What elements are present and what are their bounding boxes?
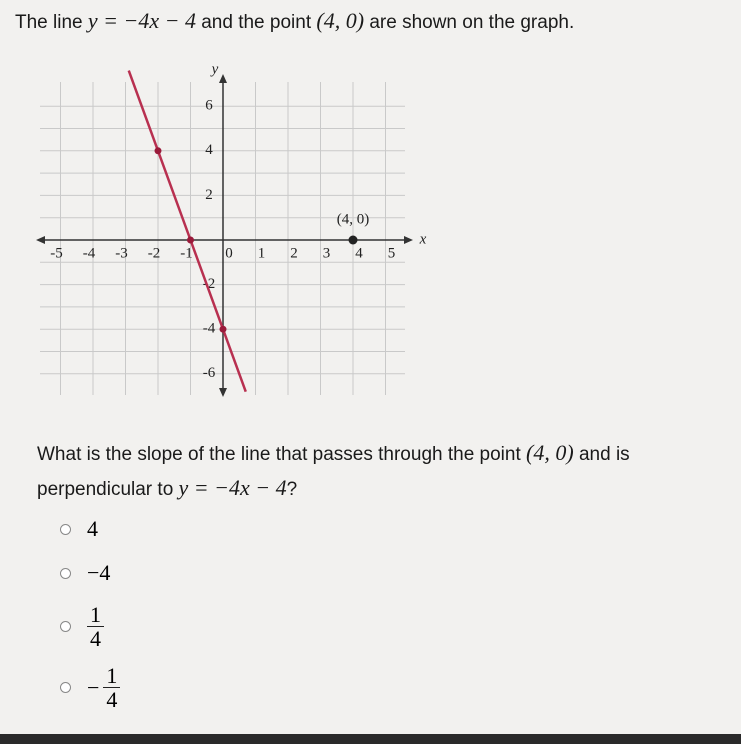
y-tick-label: 6 [205, 98, 213, 114]
point: (4, 0) [526, 440, 574, 465]
y-tick-label: 2 [205, 187, 213, 203]
x-axis-label: x [419, 231, 427, 247]
x-tick-label: 1 [258, 245, 266, 261]
x-tick-label: 4 [355, 245, 363, 261]
option[interactable]: −1 4 [60, 664, 121, 713]
x-tick-label: -1 [180, 245, 193, 261]
x-tick-label: 3 [323, 245, 331, 261]
line-point [154, 147, 162, 155]
line-extension [127, 70, 160, 152]
x-tick-label: -2 [148, 245, 161, 261]
bottom-bar [0, 734, 741, 744]
text: What is the slope of the line that passe… [37, 444, 527, 465]
sign: − [87, 674, 100, 700]
radio[interactable] [60, 682, 71, 694]
point-label: (4, 0) [337, 211, 370, 227]
radio[interactable] [60, 621, 71, 633]
option-text: −4 [87, 560, 111, 585]
text: are shown on the graph. [364, 12, 575, 33]
denominator: 4 [106, 687, 118, 713]
x-tick-label: -3 [115, 245, 128, 261]
point [348, 235, 358, 245]
numerator: 1 [87, 603, 104, 628]
equation: y = −4x − 4 [87, 8, 196, 33]
question: What is the slope of the line that passe… [37, 436, 727, 506]
point: (4, 0) [316, 8, 365, 33]
text: and the point [195, 12, 317, 33]
x-tick-label: 2 [290, 245, 298, 261]
x-tick-label: 5 [388, 245, 396, 261]
radio[interactable] [60, 523, 71, 535]
text: ? [286, 479, 298, 500]
option[interactable]: −4 [60, 560, 110, 586]
line-extension [221, 328, 247, 393]
text: and is perpendicular to [37, 444, 630, 500]
option-text: 4 [87, 516, 98, 541]
equation: y = −4x − 4 [178, 475, 287, 500]
intro: The line y = −4x − 4 and the point (4, 0… [15, 8, 574, 34]
y-tick-label: -4 [203, 321, 216, 337]
radio[interactable] [60, 567, 71, 579]
x-tick-label: 0 [225, 245, 233, 261]
y-tick-label: -6 [203, 365, 216, 381]
option-value: −1 4 [87, 664, 121, 713]
option[interactable]: 4 [60, 516, 98, 542]
line-point [219, 325, 227, 333]
numerator: 1 [103, 664, 121, 689]
x-tick-label: -4 [83, 245, 96, 261]
denominator: 4 [90, 626, 101, 652]
y-tick-label: 4 [205, 142, 213, 158]
y-axis-label: y [210, 61, 219, 77]
x-tick-label: -5 [50, 245, 63, 261]
line-point [187, 236, 194, 244]
text: The line [15, 12, 88, 33]
